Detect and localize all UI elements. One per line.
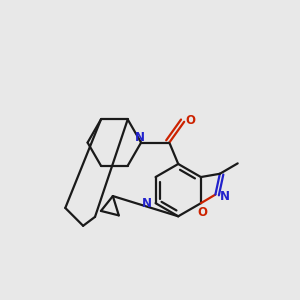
Text: O: O	[197, 206, 207, 219]
Text: O: O	[186, 114, 196, 127]
Text: N: N	[135, 131, 145, 144]
Text: N: N	[220, 190, 230, 202]
Text: N: N	[142, 197, 152, 210]
